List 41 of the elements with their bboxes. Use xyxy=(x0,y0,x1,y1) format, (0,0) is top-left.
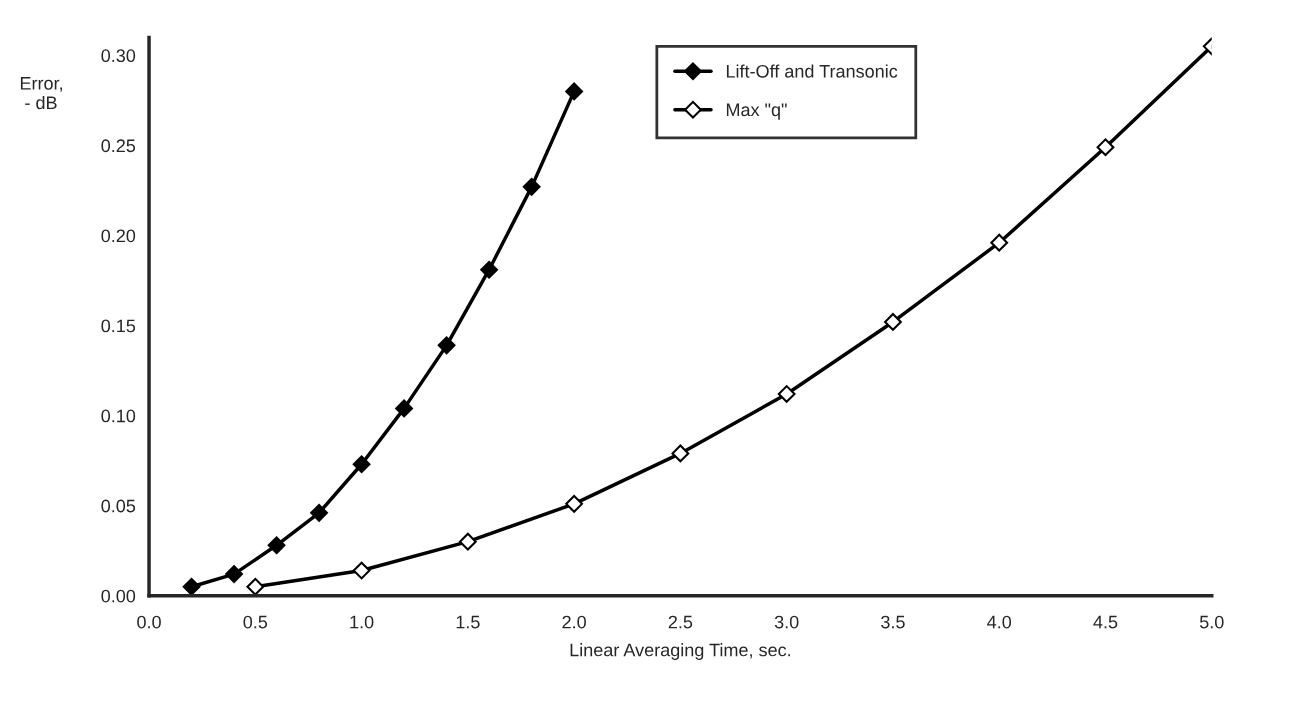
point xyxy=(565,494,584,513)
point xyxy=(458,532,477,551)
point xyxy=(884,313,902,331)
x-tick-label: 4.5 xyxy=(1093,615,1118,629)
point xyxy=(352,455,371,474)
x-tick-label: 0.5 xyxy=(243,615,268,629)
point xyxy=(225,565,243,584)
x-tick-label: 5.0 xyxy=(1199,615,1224,629)
x-tick-label: 1.5 xyxy=(456,615,480,629)
point xyxy=(182,577,201,596)
point xyxy=(352,561,371,580)
x-tick-label: 2.5 xyxy=(668,615,693,629)
y-tick-label: 0.25 xyxy=(101,139,136,153)
x-tick-label: 2.0 xyxy=(562,615,586,629)
y-tick-label: 0.10 xyxy=(101,409,136,423)
x-tick-label: 4.0 xyxy=(987,615,1012,629)
point xyxy=(671,444,690,463)
point xyxy=(480,260,499,279)
point xyxy=(990,233,1009,252)
y-tick-label: 0.20 xyxy=(101,229,136,243)
y-tick-label: 0.30 xyxy=(101,49,136,63)
y-tick-label: 0.00 xyxy=(101,589,136,603)
x-axis-title: Linear Averaging Time, sec. xyxy=(570,643,791,660)
x-tick-label: 3.5 xyxy=(881,615,905,629)
point xyxy=(565,82,584,101)
y-axis-title: Error, - dB xyxy=(20,77,62,110)
point xyxy=(310,503,328,522)
point xyxy=(437,336,456,355)
legend-label: Max "q" xyxy=(726,103,787,120)
legend-label: Lift-Off and Transonic xyxy=(726,64,898,78)
x-tick-label: 0.0 xyxy=(137,615,161,629)
y-tick-label: 0.05 xyxy=(101,499,136,513)
y-tick-label: 0.15 xyxy=(101,319,136,333)
point xyxy=(1096,138,1115,157)
point xyxy=(246,577,265,596)
point xyxy=(777,385,796,403)
point xyxy=(267,536,286,555)
x-tick-label: 3.0 xyxy=(774,615,799,629)
point xyxy=(522,177,541,196)
x-tick-label: 1.0 xyxy=(350,615,374,629)
point xyxy=(395,399,413,418)
